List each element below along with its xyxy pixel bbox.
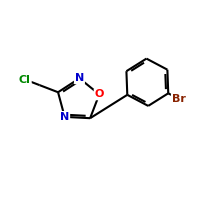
Text: N: N xyxy=(75,73,84,83)
Text: Br: Br xyxy=(172,94,186,104)
Text: Cl: Cl xyxy=(19,75,31,85)
Text: N: N xyxy=(60,112,69,122)
Text: O: O xyxy=(95,89,104,99)
